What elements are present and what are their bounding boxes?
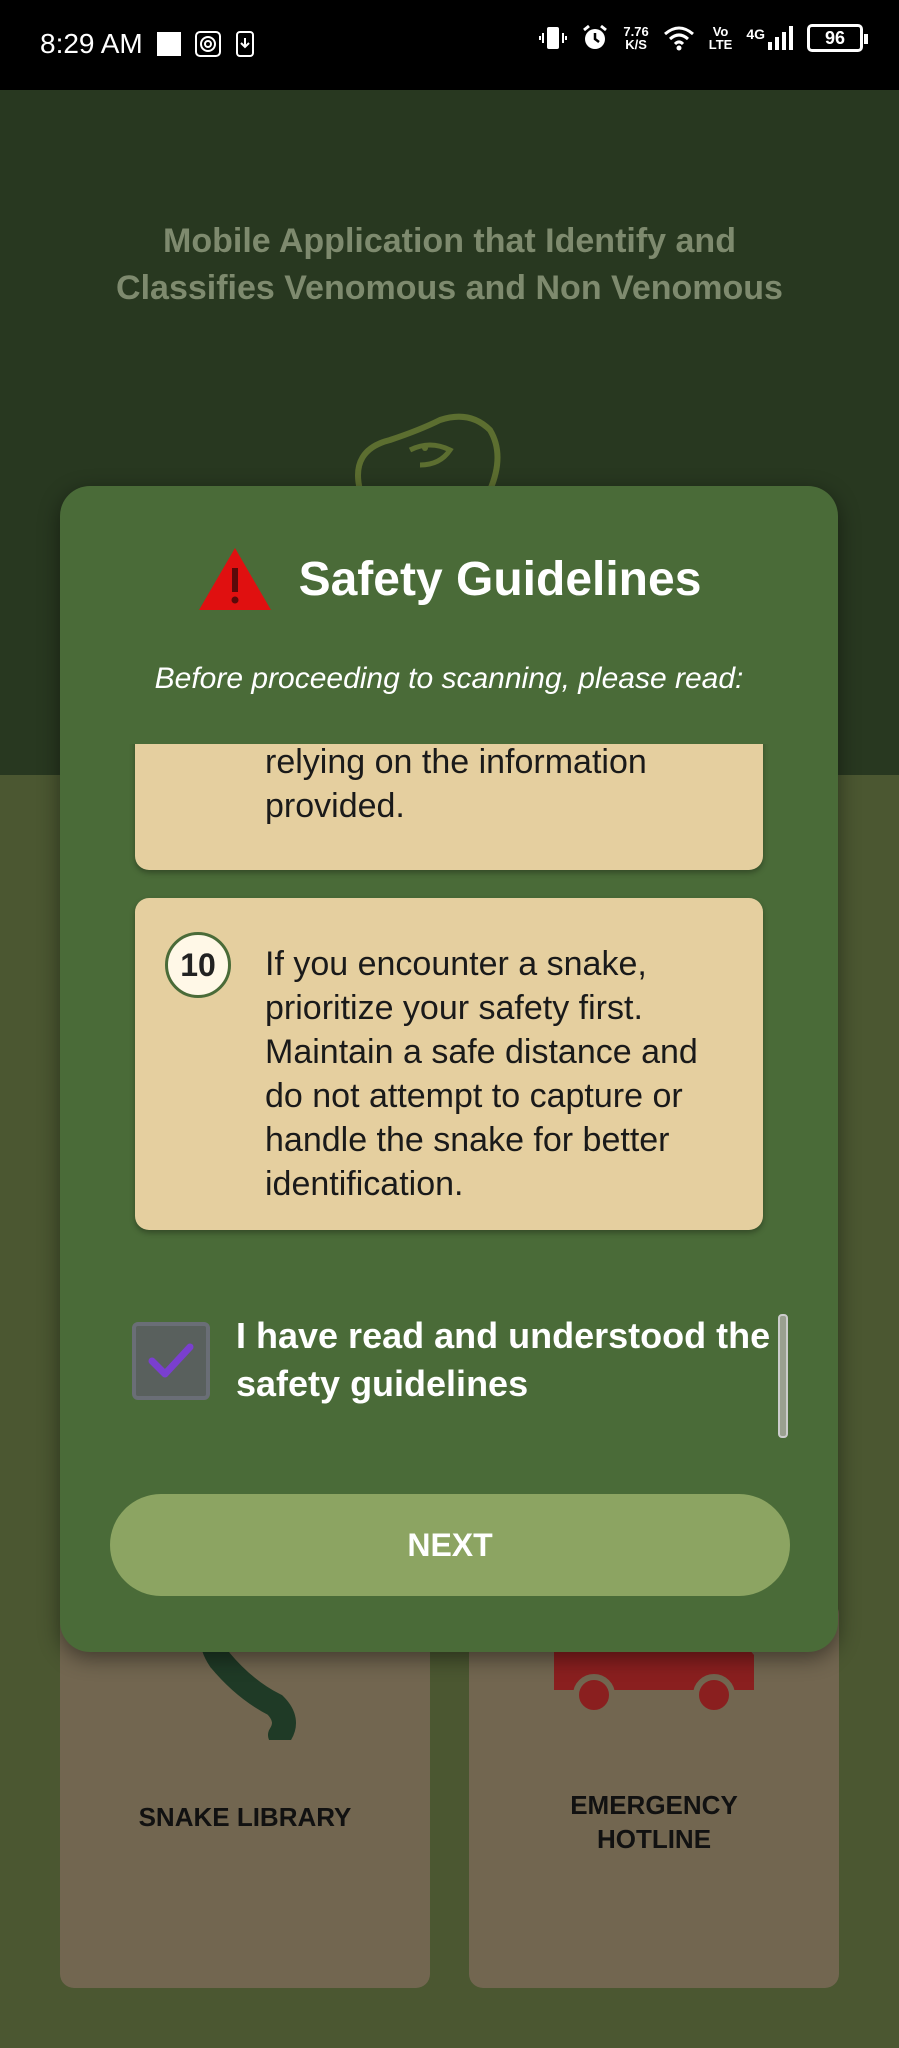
- guideline-number-badge: 10: [165, 932, 231, 998]
- battery-icon: 96: [807, 24, 868, 52]
- status-left: 8:29 AM: [40, 28, 255, 60]
- safety-guidelines-dialog: Safety Guidelines Before proceeding to s…: [60, 486, 838, 1652]
- guideline-item-9: injury that may occur from relying on th…: [135, 744, 763, 870]
- scrollbar[interactable]: [778, 1314, 788, 1438]
- dialog-header: Safety Guidelines: [60, 546, 838, 612]
- network-type: 4G: [746, 26, 765, 42]
- signal-indicator: 4G: [746, 26, 793, 50]
- snake-library-label: SNAKE LIBRARY: [138, 1802, 352, 1832]
- guideline-item-10: 10 If you encounter a snake, prioritize …: [135, 898, 763, 1230]
- agree-checkbox-label[interactable]: I have read and understood the safety gu…: [236, 1315, 771, 1404]
- next-button[interactable]: NEXT: [110, 1494, 790, 1596]
- download-icon: [235, 31, 254, 57]
- dialog-subtitle: Before proceeding to scanning, please re…: [154, 662, 744, 695]
- volte-indicator: Vo LTE: [708, 24, 733, 52]
- fingerprint-icon: [194, 31, 221, 57]
- vibrate-icon: [539, 27, 568, 49]
- status-time: 8:29 AM: [40, 28, 143, 59]
- wifi-icon: [663, 26, 694, 51]
- guideline-9-text: injury that may occur from relying on th…: [265, 744, 647, 825]
- warning-icon: [198, 548, 271, 610]
- checkmark-icon: [148, 1343, 194, 1378]
- alarm-icon: [583, 24, 608, 49]
- agree-checkbox[interactable]: [132, 1322, 210, 1400]
- dialog-title: Safety Guidelines: [298, 552, 702, 606]
- status-bar: 8:29 AM 7.76 K/S: [0, 0, 899, 90]
- net-speed: 7.76 K/S: [623, 24, 649, 52]
- guideline-10-text: If you encounter a snake, prioritize you…: [265, 945, 698, 1203]
- status-right: 7.76 K/S Vo LTE 4G 96: [539, 24, 868, 52]
- guidelines-scroll-list[interactable]: injury that may occur from relying on th…: [60, 744, 838, 1528]
- snake-logo-icon: [355, 413, 501, 492]
- app-title: Mobile Application that Identify and Cla…: [116, 222, 783, 307]
- snake-library-card[interactable]: SNAKE LIBRARY: [60, 1600, 430, 1988]
- notification-square-icon: [156, 32, 181, 56]
- emergency-hotline-card[interactable]: EMERGENCY HOTLINE: [469, 1600, 839, 1988]
- signal-bars-icon: [768, 26, 793, 50]
- emergency-hotline-label: EMERGENCY HOTLINE: [570, 1790, 738, 1854]
